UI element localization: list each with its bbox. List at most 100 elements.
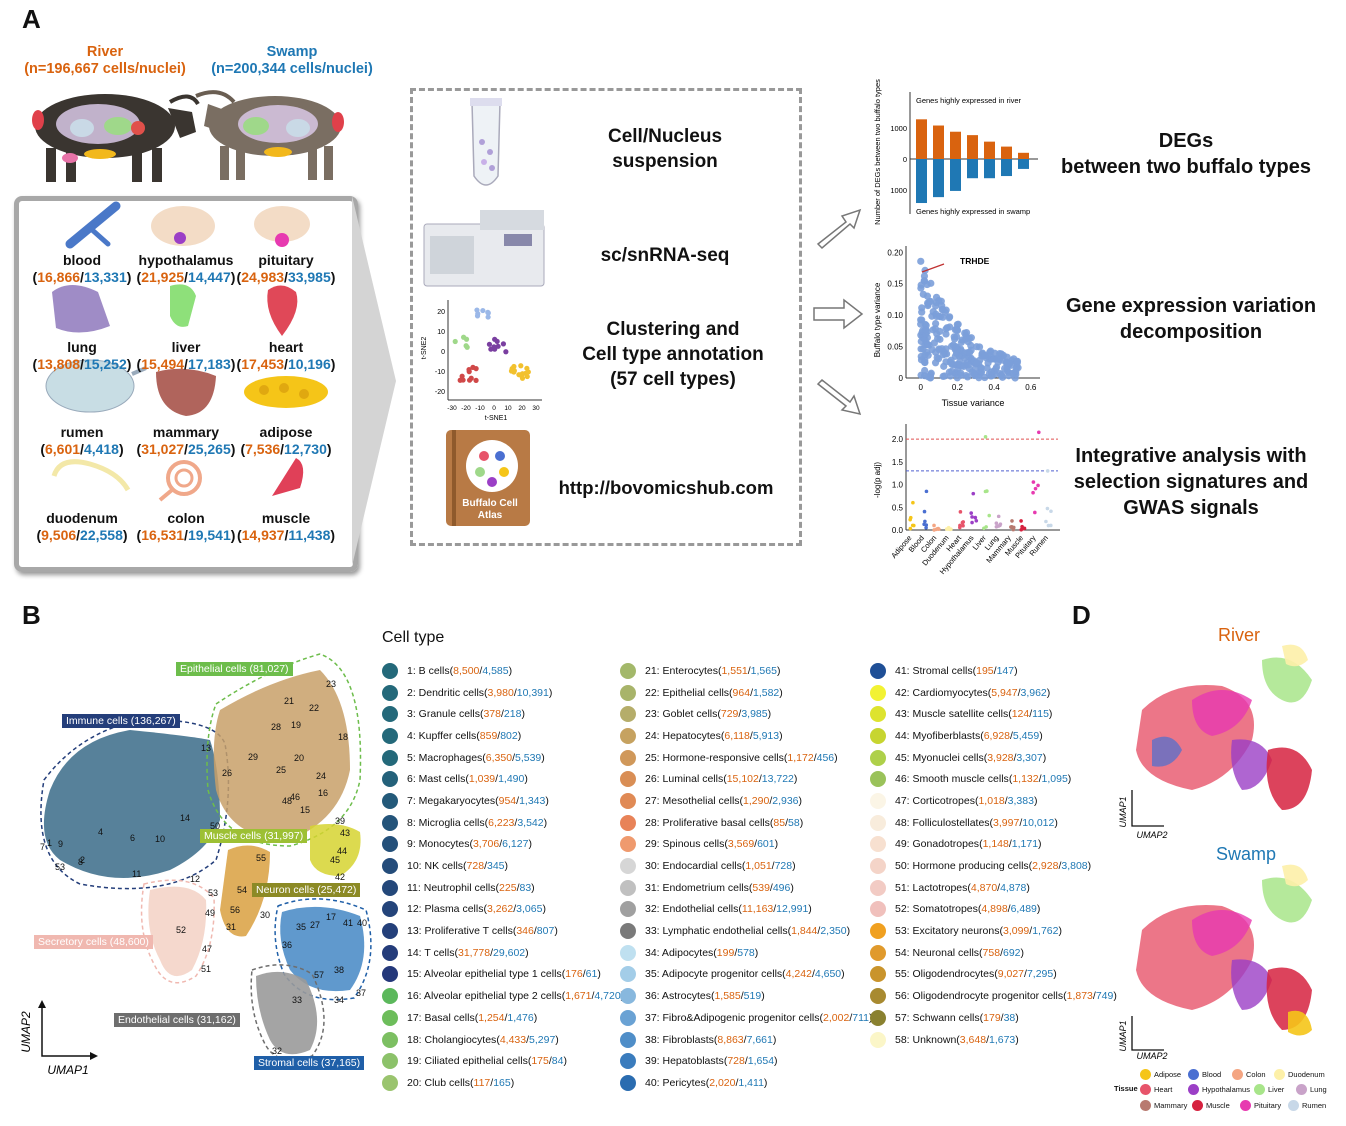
legend-swatch <box>382 858 398 875</box>
legend-swamp-count: 5,913 <box>752 729 780 742</box>
legend-label: 39: Hepatoblasts <box>645 1055 724 1068</box>
legend-item: 46: Smooth muscle cells(1,132/1,095) <box>870 768 1117 790</box>
legend-label: 41: Stromal cells <box>895 664 973 677</box>
deg-bar-swamp <box>967 159 978 179</box>
legend-label: 29: Spinous cells <box>645 838 725 851</box>
step-seq: sc/snRNA-seq <box>600 245 730 266</box>
deg-bar-river <box>1001 146 1012 159</box>
legend-item: 25: Hormone-responsive cells(1,172/456) <box>620 747 872 769</box>
result-deg: DEGs between two buffalo types <box>1060 130 1312 178</box>
tsne-ylabel: t-SNE2 <box>421 337 428 360</box>
tissue-legend-swatch <box>1140 1100 1151 1111</box>
legend-swamp-count: 5,539 <box>515 751 542 764</box>
legend-swamp-count: 1,171 <box>1011 838 1039 851</box>
legend-item: 21: Enterocytes(1,551/1,565) <box>620 660 872 682</box>
variance-point <box>918 308 926 316</box>
legend-swamp-count: 4,585 <box>482 664 509 677</box>
heart-icon <box>267 285 298 336</box>
legend-label: 17: Basal cells <box>407 1011 475 1024</box>
legend-river-count: 6,118 <box>724 729 750 742</box>
umap-d-ylabel: UMAP1 <box>1118 796 1128 827</box>
legend-item: 1: B cells(8,500/4,585) <box>382 660 624 682</box>
legend-swatch <box>382 814 398 831</box>
legend-item: 40: Pericytes(2,020/1,411) <box>620 1072 872 1094</box>
umap-cluster-number: 57 <box>314 970 325 980</box>
variance-point <box>953 374 961 382</box>
legend-river-count: 3,706 <box>472 838 500 851</box>
legend-swatch <box>620 727 636 744</box>
tsne-point <box>474 313 481 319</box>
umap-cluster-number: 37 <box>356 988 367 998</box>
deg-bar-chart: Number of DEGs between two buffalo types… <box>873 79 1038 225</box>
deg-bar-river <box>1018 152 1029 159</box>
legend-river-count: 1,551 <box>721 664 748 677</box>
legend-swamp-count: 1,095 <box>1041 773 1068 786</box>
variance-point <box>934 335 942 343</box>
legend-swamp-count: 4,878 <box>1000 881 1027 894</box>
legend-swatch <box>620 923 636 940</box>
integrative-ytick: 1.5 <box>892 458 904 467</box>
legend-item: 19: Ciliated epithelial cells(175/84) <box>382 1050 624 1072</box>
legend-item: 8: Microglia cells(6,223/3,542) <box>382 812 624 834</box>
variance-point <box>932 293 941 301</box>
legend-swamp-count: 601 <box>757 838 775 851</box>
legend-swatch <box>870 966 886 983</box>
tissue-duodenum: duodenum (9,506/22,558) <box>36 510 128 543</box>
integrative-point <box>1049 523 1053 528</box>
umap-cluster-number: 25 <box>276 765 287 775</box>
legend-label: 19: Ciliated epithelial cells <box>407 1055 528 1068</box>
legend-river-count: 1,051 <box>745 860 772 873</box>
legend-swatch <box>870 749 886 766</box>
legend-item: 53: Excitatory neurons(3,099/1,762) <box>870 920 1117 942</box>
tissue-hypothalamus: hypothalamus (21,925/14,447) <box>136 252 236 285</box>
tissue-legend-item: Liver <box>1254 1084 1284 1095</box>
variance-point <box>924 341 932 349</box>
legend-swamp-count: 147 <box>996 664 1015 677</box>
legend-swamp-count: 345 <box>486 860 505 873</box>
integrative-point <box>910 523 915 528</box>
legend-item: 10: NK cells(728/345) <box>382 855 624 877</box>
legend-river-count: 195 <box>976 664 994 677</box>
legend-river-count: 964 <box>732 686 751 699</box>
legend-label: 31: Endometrium cells <box>645 881 749 894</box>
variance-xtick: 0 <box>918 383 923 392</box>
deg-bar-swamp <box>950 159 961 191</box>
legend-river-count: 1,148 <box>982 838 1009 851</box>
legend-river-count: 2,928 <box>1032 860 1059 873</box>
swamp-label: Swamp <box>266 44 318 60</box>
tissue-liver: liver (15,494/17,183) <box>136 339 236 372</box>
legend-label: 32: Endothelial cells <box>645 903 739 916</box>
variance-point <box>953 326 962 334</box>
legend-river-count: 4,242 <box>785 968 812 981</box>
variance-point <box>919 290 927 298</box>
legend-item: 35: Adipocyte progenitor cells(4,242/4,6… <box>620 964 872 986</box>
legend-item: 44: Myofiberblasts(6,928/5,459) <box>870 725 1117 747</box>
variance-point <box>970 369 978 377</box>
tsne-point <box>480 307 486 314</box>
legend-item: 54: Neuronal cells(758/692) <box>870 942 1117 964</box>
umap-cluster-number: 10 <box>155 834 166 844</box>
legend-swamp-count: 3,065 <box>516 903 543 916</box>
umap-cluster-number: 38 <box>334 965 345 975</box>
bovomicshub-link[interactable]: http://bovomicshub.com <box>558 477 774 498</box>
integrative-ytick: 1.0 <box>892 481 904 490</box>
legend-swamp-count: 1,490 <box>498 773 525 786</box>
legend-swamp-count: 807 <box>536 925 555 938</box>
tissue-adipose: adipose (7,536/12,730) <box>240 424 332 457</box>
variance-point <box>932 319 940 328</box>
variance-point <box>937 297 945 305</box>
variance-point <box>917 371 925 379</box>
variance-xtick: 0.4 <box>989 383 1001 392</box>
legend-item: 39: Hepatoblasts(728/1,654) <box>620 1050 872 1072</box>
tsne-point <box>491 344 497 350</box>
legend-swamp-count: 3,383 <box>1007 794 1034 807</box>
legend-river-count: 4,870 <box>970 881 998 894</box>
legend-item: 51: Lactotropes(4,870/4,878) <box>870 877 1117 899</box>
variance-point <box>993 355 1002 363</box>
deg-ylabel: Number of DEGs between two buffalo types <box>873 79 882 225</box>
integrative-point <box>970 520 974 525</box>
variance-xlabel: Tissue variance <box>942 398 1005 408</box>
immune-cluster <box>43 730 221 878</box>
variance-point <box>1011 374 1019 382</box>
variance-point <box>964 361 972 369</box>
